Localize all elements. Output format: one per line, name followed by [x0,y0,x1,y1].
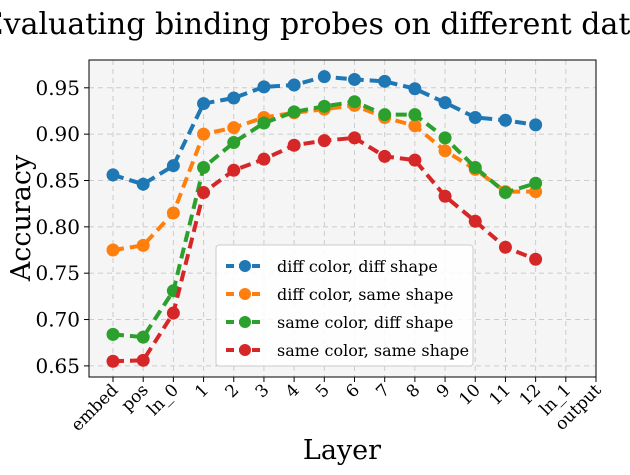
data-point [166,306,180,320]
data-point [408,119,422,133]
y-tick-label: 0.85 [35,168,80,192]
data-point [408,108,422,122]
data-point [227,135,241,149]
data-point [197,161,211,175]
legend-label: same color, diff shape [277,313,453,332]
data-point [498,113,512,127]
legend-marker [239,316,251,328]
data-point [468,110,482,124]
x-tick-label: 1 [191,380,213,402]
data-point [227,121,241,135]
x-tick-label: 7 [372,380,394,402]
data-point [227,163,241,177]
data-point [106,168,120,182]
x-tick-label: 9 [433,380,455,402]
y-tick-label: 0.70 [35,308,80,332]
data-point [378,108,392,122]
y-tick-label: 0.80 [35,215,80,239]
x-tick-label: 6 [342,380,364,402]
data-point [468,214,482,228]
data-point [257,152,271,166]
data-point [348,72,361,86]
x-tick-label: 10 [455,380,484,409]
data-point [408,82,422,96]
data-point [348,95,361,109]
x-tick-label: 4 [282,380,304,402]
data-point [529,252,543,266]
data-point [287,78,301,92]
data-point [136,353,150,367]
data-point [438,144,452,158]
data-point [498,186,512,200]
data-point [287,138,301,152]
data-series [106,70,543,368]
legend-item: diff color, same shape [226,285,453,304]
legend-item: same color, diff shape [226,313,453,332]
data-point [106,243,120,257]
x-axis-label: Layer [303,435,381,466]
data-point [106,354,120,368]
x-tick-label: 8 [403,380,425,402]
data-point [317,134,331,148]
x-tick-label: 3 [252,380,274,402]
legend: diff color, diff shape diff color, same … [215,244,474,367]
data-point [136,238,150,252]
data-point [287,105,301,119]
data-point [197,186,211,200]
legend-item: diff color, diff shape [226,257,438,276]
legend-marker [239,260,251,272]
data-point [257,116,271,130]
data-point [529,176,543,190]
x-tick-label: 5 [312,380,334,402]
data-point [257,80,271,94]
y-tick-label: 0.75 [35,261,80,285]
data-point [166,159,180,173]
x-tick-label: 2 [221,380,243,402]
data-point [197,127,211,141]
legend-marker [239,344,251,356]
data-point [438,131,452,145]
data-point [106,327,120,341]
data-point [378,74,392,88]
x-tick-label: embed [67,380,122,435]
data-point [136,330,150,344]
y-axis-label: Accuracy [6,154,37,282]
data-point [197,97,211,111]
data-point [438,96,452,110]
data-point [317,70,331,84]
chart-title: Evaluating binding probes on different d… [0,7,630,42]
series-group [106,131,543,368]
data-point [438,189,452,203]
legend-box [215,244,474,367]
y-tick-label: 0.95 [35,76,80,100]
data-point [136,177,150,191]
series-group [106,95,543,344]
plot-border [88,59,597,378]
data-point [468,161,482,175]
legend-label: diff color, same shape [277,285,453,304]
data-point [348,131,361,145]
data-point [529,118,543,132]
x-tick-label: ln_0 [144,380,183,419]
legend-label: diff color, diff shape [277,257,438,276]
data-point [378,149,392,163]
y-tick-label: 0.90 [35,122,80,146]
legend-marker [239,288,251,300]
series-group [106,70,543,191]
data-point [408,153,422,167]
data-point [227,91,241,105]
legend-item: same color, same shape [226,341,469,360]
data-point [317,99,331,113]
data-point [166,206,180,220]
data-point [498,240,512,254]
x-tick-label: 11 [486,380,515,409]
legend-label: same color, same shape [277,341,469,360]
y-tick-label: 0.65 [35,354,80,378]
